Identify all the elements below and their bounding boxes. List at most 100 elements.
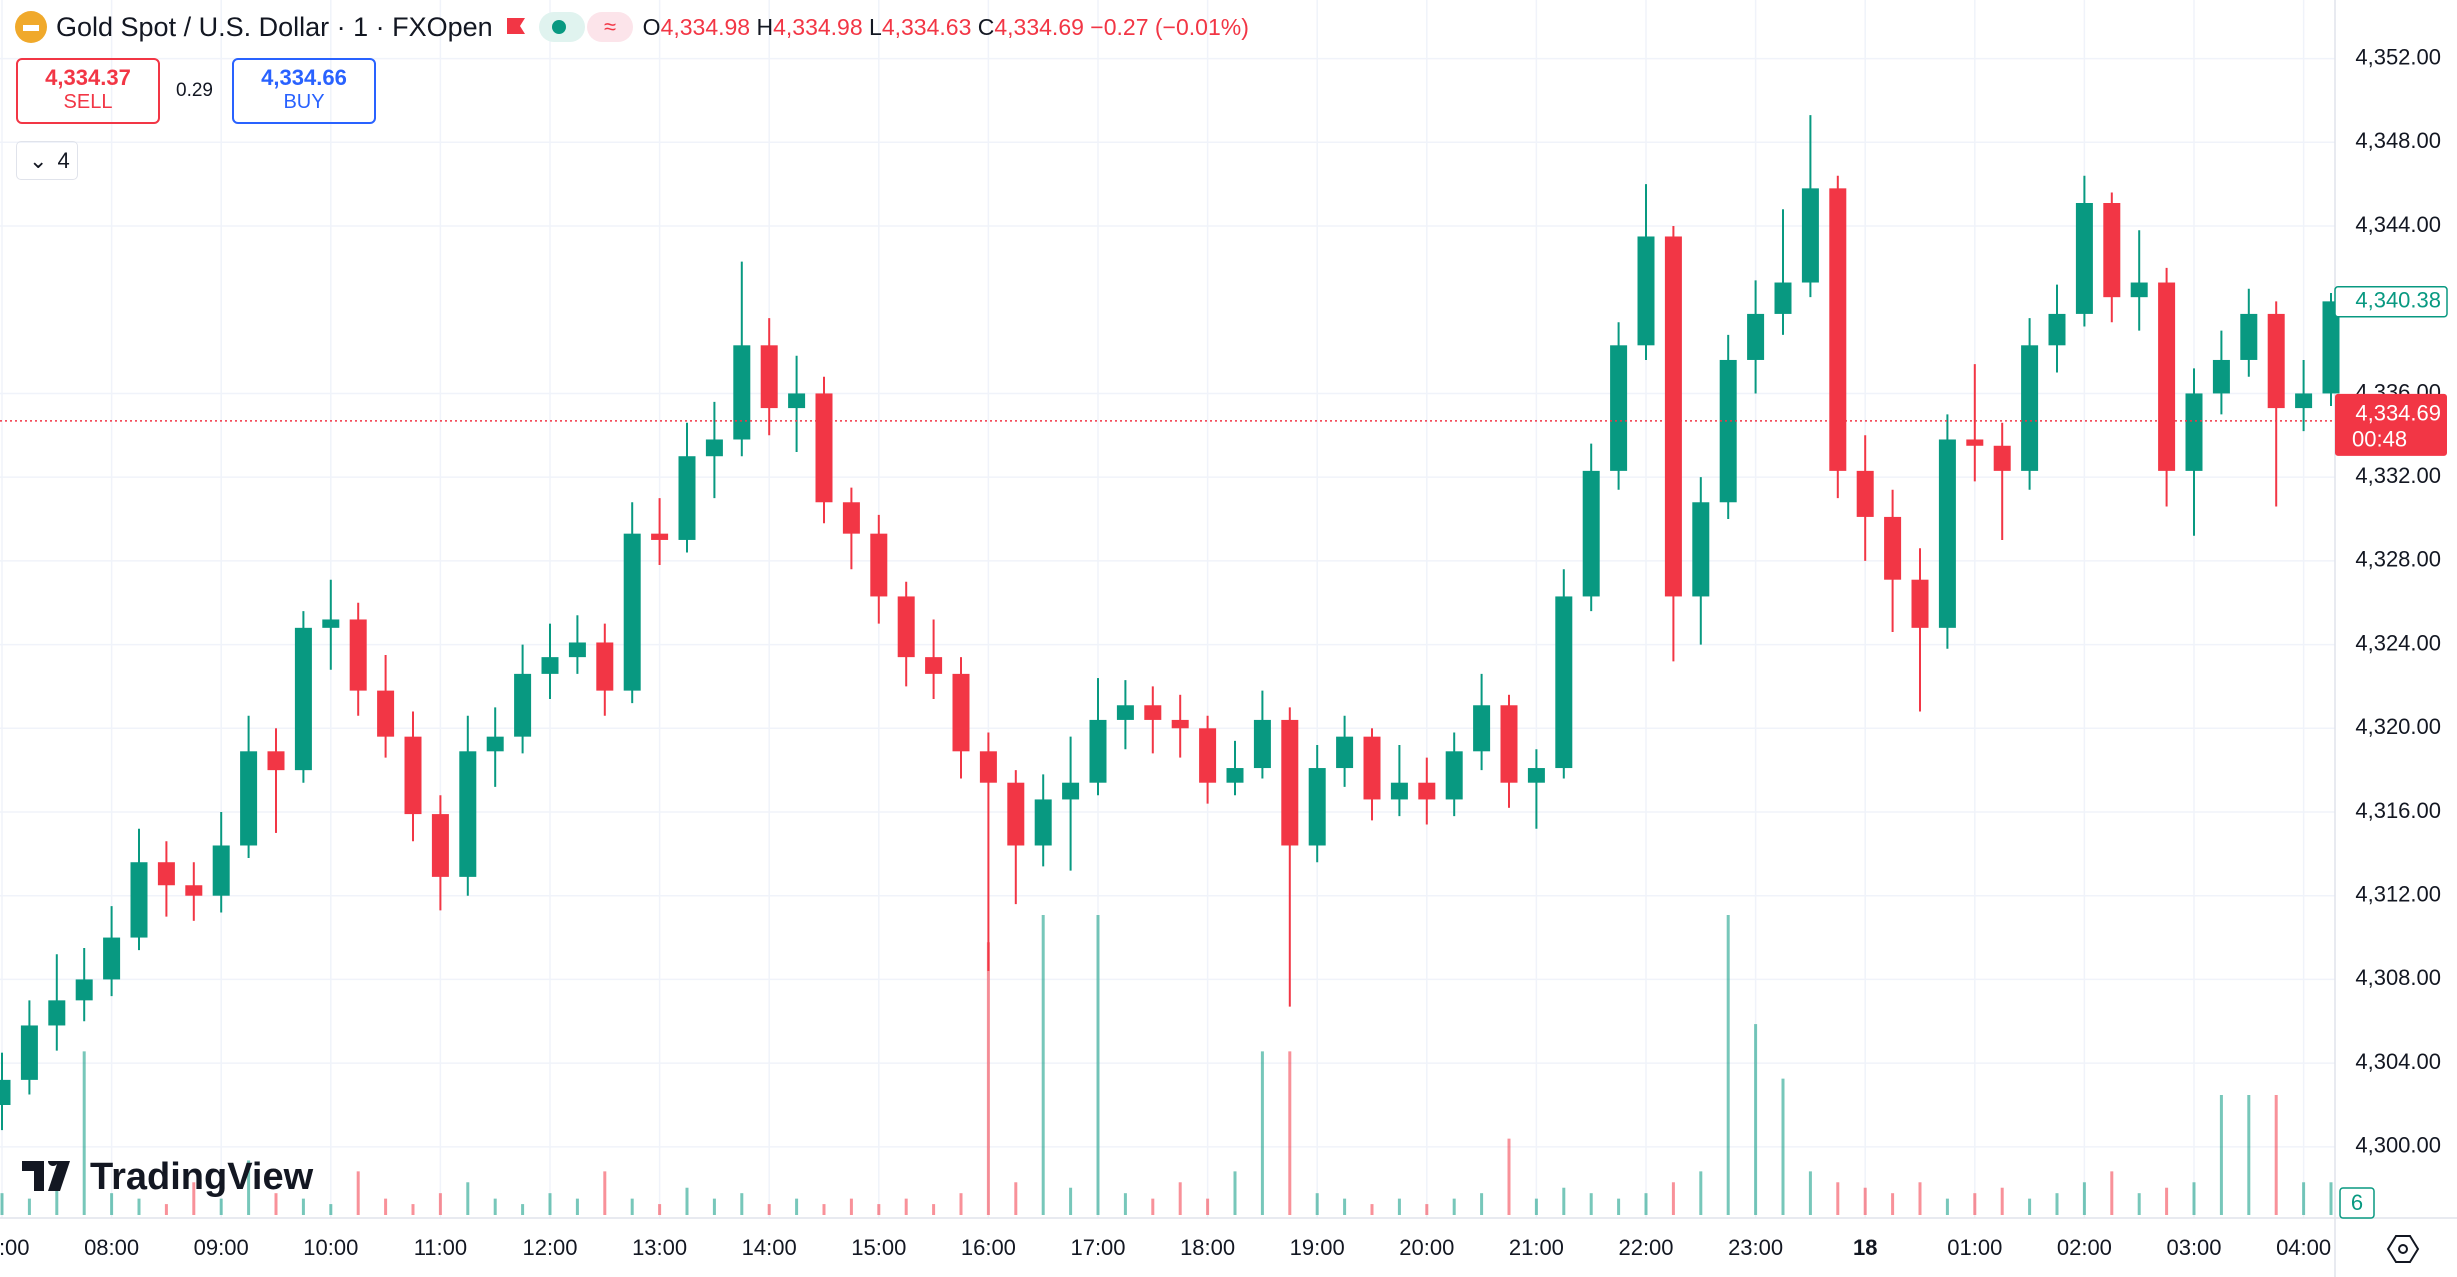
volume-bar [877, 1204, 881, 1215]
x-tick-label: 16:00 [961, 1235, 1016, 1260]
settings-shape [2386, 1235, 2420, 1263]
x-tick-label: 18:00 [1180, 1235, 1235, 1260]
volume-bar [55, 1187, 59, 1215]
volume-bar [2000, 1187, 2004, 1215]
volume-bar [740, 1193, 744, 1215]
candle-body [1911, 579, 1929, 628]
volume-bar [1343, 1198, 1347, 1215]
candle-body [1226, 768, 1244, 783]
volume-bar [1260, 1051, 1264, 1215]
candle-body [678, 456, 696, 540]
symbol-title[interactable]: Gold Spot / U.S. Dollar · 1 · FXOpen [56, 11, 493, 42]
volume-bar [1206, 1198, 1210, 1215]
candle-body [705, 439, 723, 457]
candle-body [1390, 782, 1408, 800]
candle-body [925, 657, 943, 674]
candle-body [651, 533, 669, 540]
candle-body [870, 533, 888, 597]
volume-bar [849, 1198, 853, 1215]
candle-body [2103, 203, 2121, 298]
candle-body [1500, 705, 1518, 783]
volume-bar [685, 1187, 689, 1215]
volume-bar [1617, 1198, 1621, 1215]
candle-body [1664, 236, 1682, 597]
volume-bar [795, 1198, 799, 1215]
y-tick-label: 4,344.00 [2355, 212, 2441, 237]
y-tick-label: 4,332.00 [2355, 463, 2441, 488]
flag-icon[interactable] [501, 12, 531, 42]
x-tick-label: 03:00 [2166, 1235, 2221, 1260]
settings-dot [2398, 1244, 2408, 1254]
candle-body [1281, 719, 1299, 846]
candle-body [1418, 782, 1436, 800]
candle-body [75, 979, 93, 1001]
last-price-label: 4,334.69 [2355, 401, 2441, 426]
candle-body [1363, 736, 1381, 800]
candle-body [1993, 445, 2011, 471]
candle-body [1062, 782, 1080, 800]
candle-body [1445, 751, 1463, 800]
volume-bar [1781, 1078, 1785, 1215]
candle-body [2158, 282, 2176, 471]
sell-label: SELL [63, 91, 113, 113]
volume-bar [164, 1204, 168, 1215]
x-tick-label: 07:00 [0, 1235, 30, 1260]
settings-icon[interactable] [2386, 1235, 2420, 1263]
candle-body [623, 533, 641, 691]
candle-body [1637, 236, 1655, 346]
indicators-toggle[interactable]: ⌄ 4 [16, 141, 78, 180]
candle-body [1719, 359, 1737, 503]
x-tick-label: 02:00 [2057, 1235, 2112, 1260]
candle-body [1938, 439, 1956, 628]
candle-body [1308, 768, 1326, 846]
volume-bar [575, 1198, 579, 1215]
candle-body [541, 657, 559, 674]
volume-bar [1178, 1182, 1182, 1215]
buy-button[interactable]: 4,334.66 BUY [232, 58, 376, 124]
volume-bar [1808, 1171, 1812, 1215]
volume-bar [192, 1182, 196, 1215]
candle-body [733, 345, 751, 440]
candle-body [1610, 345, 1628, 471]
volume-bar [1589, 1193, 1593, 1215]
candle-body [20, 1025, 38, 1080]
volume-bar [1397, 1198, 1401, 1215]
x-tick-label: 15:00 [851, 1235, 906, 1260]
x-tick-label: 01:00 [1947, 1235, 2002, 1260]
volume-bar [1644, 1193, 1648, 1215]
candle-body [2240, 313, 2258, 360]
candle-body [459, 751, 477, 877]
volume-bar [2247, 1095, 2251, 1215]
symbol-logo [15, 11, 47, 43]
volume-bar [110, 1193, 114, 1215]
x-tick-label: 13:00 [632, 1235, 687, 1260]
volume-bar [1836, 1182, 1840, 1215]
header: Gold Spot / U.S. Dollar · 1 · FXOpen ≈ O… [14, 6, 1249, 48]
volume-bar [1480, 1193, 1484, 1215]
volume-bar [27, 1198, 31, 1215]
volume-bar [630, 1198, 634, 1215]
volume-bar [1069, 1187, 1073, 1215]
volume-bar [603, 1171, 607, 1215]
x-tick-label: 09:00 [194, 1235, 249, 1260]
candle-body [2322, 301, 2340, 394]
volume-bar [2329, 1182, 2333, 1215]
candle-body [760, 345, 778, 409]
marker-price-box [2334, 286, 2448, 318]
volume-bar [712, 1198, 716, 1215]
candle-body [2267, 313, 2285, 409]
sell-button[interactable]: 4,334.37 SELL [16, 58, 160, 124]
candle-body [1473, 705, 1491, 752]
x-tick-label: 11:00 [414, 1235, 467, 1260]
x-tick-label: 08:00 [84, 1235, 139, 1260]
status-pills: ≈ [538, 12, 633, 42]
candle-body [1829, 188, 1847, 471]
buy-label: BUY [283, 91, 325, 113]
candle-body [1801, 188, 1819, 283]
candle-body [1856, 470, 1874, 517]
volume-bar [2302, 1182, 2306, 1215]
candle-body [1884, 516, 1902, 580]
volume-bar [219, 1198, 223, 1215]
volume-bar [1233, 1171, 1237, 1215]
